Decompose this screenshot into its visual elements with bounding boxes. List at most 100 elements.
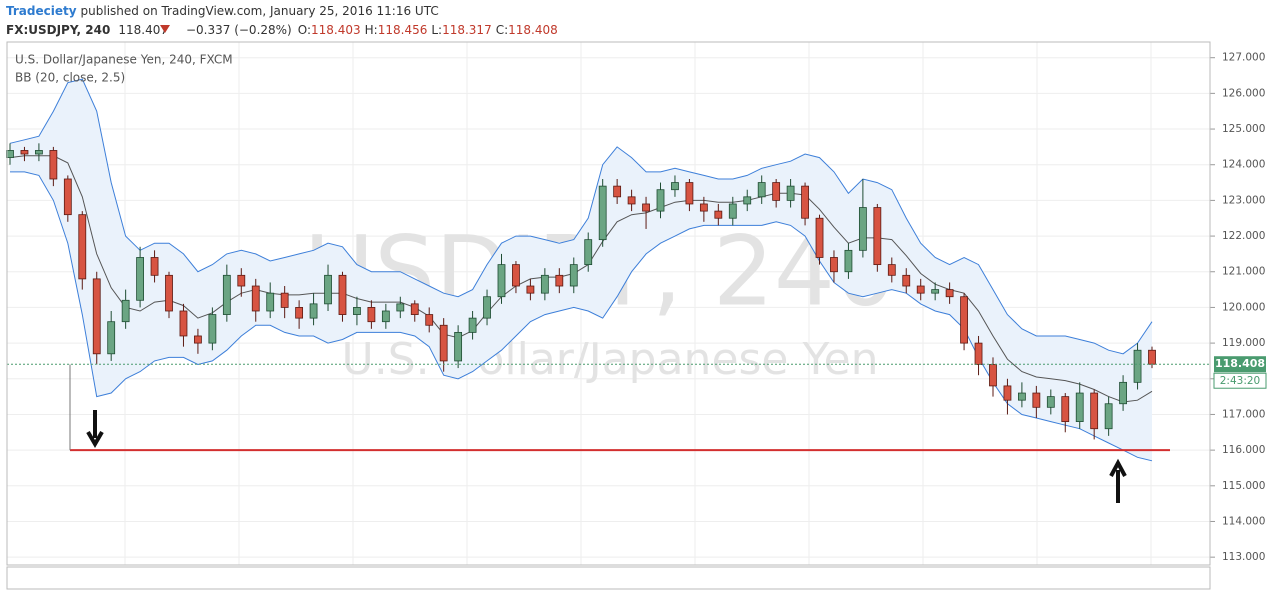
candle-body xyxy=(396,303,405,312)
candle-body xyxy=(353,307,361,315)
candle-body xyxy=(1046,396,1055,408)
arrow-up xyxy=(1109,458,1127,503)
candle-body xyxy=(165,274,173,312)
close-label: C: xyxy=(496,23,508,37)
candle-body xyxy=(569,264,578,287)
candle-body xyxy=(425,314,434,326)
candle-body xyxy=(121,299,130,323)
candle-body xyxy=(483,296,491,319)
published: published on TradingView.com, January 25… xyxy=(81,4,439,18)
candle-body xyxy=(815,217,824,258)
candle-body xyxy=(960,296,968,344)
countdown-box xyxy=(1213,372,1267,389)
publish-line: Tradeciety published on TradingView.com, … xyxy=(6,4,439,18)
candle-body xyxy=(627,196,636,205)
candle-body xyxy=(179,310,188,337)
candle-body xyxy=(902,274,911,287)
legend-indicator: BB (20, close, 2.5) xyxy=(15,71,125,85)
candle-body xyxy=(743,196,752,205)
y-tick-label: 114.000 xyxy=(1222,515,1265,527)
candle-body xyxy=(78,214,87,280)
candle-body xyxy=(685,182,694,205)
candle-body xyxy=(35,150,43,155)
candle-body xyxy=(642,203,650,212)
y-tick-label: 119.000 xyxy=(1222,337,1265,349)
low-label: L: xyxy=(431,23,442,37)
candle-body xyxy=(1090,392,1099,430)
candle-body xyxy=(1148,349,1156,365)
y-tick-label: 113.000 xyxy=(1222,551,1265,563)
close: 118.408 xyxy=(508,23,558,37)
candle-body xyxy=(584,239,593,266)
candle-body xyxy=(945,289,954,298)
candle-body xyxy=(222,274,231,315)
candle-body xyxy=(512,264,520,287)
y-tick-label: 120.000 xyxy=(1222,301,1265,313)
candle-body xyxy=(858,207,867,251)
candle-body xyxy=(410,303,419,315)
candle-body xyxy=(381,310,390,323)
candle-body xyxy=(598,185,607,241)
y-tick-label: 122.000 xyxy=(1222,230,1265,242)
candle-body xyxy=(251,285,260,312)
candle-body xyxy=(656,189,665,212)
candle-body xyxy=(136,257,145,301)
last-price-box xyxy=(1214,356,1266,373)
candle-body xyxy=(295,307,304,319)
candle-body xyxy=(699,203,708,212)
candle-body xyxy=(194,335,202,344)
y-tick-label: 124.000 xyxy=(1222,159,1265,171)
candle-body xyxy=(150,257,159,276)
last-price-label: 118.408 xyxy=(1215,357,1265,370)
candle-body xyxy=(786,185,795,201)
high-label: H: xyxy=(365,23,378,37)
candle-body xyxy=(237,274,246,287)
y-tick-label: 121.000 xyxy=(1222,266,1265,278)
band-fill xyxy=(10,79,1152,461)
candle-body xyxy=(338,274,347,315)
candle-body xyxy=(1133,349,1142,383)
legend-symbol: U.S. Dollar/Japanese Yen, 240, FXCM xyxy=(15,53,233,67)
y-tick-label: 127.000 xyxy=(1222,52,1265,64)
quote-line: FX:USDJPY, 240 118.407 −0.337 (−0.28%) O:11… xyxy=(6,23,558,37)
y-tick-label: 125.000 xyxy=(1222,123,1265,135)
candle-body xyxy=(324,274,332,305)
candle-body xyxy=(63,178,72,216)
candle-body xyxy=(540,274,549,294)
author[interactable]: Tradeciety xyxy=(6,4,77,18)
time-axis xyxy=(6,566,1211,590)
plot-border xyxy=(6,41,1211,566)
candle-body xyxy=(468,317,477,333)
candle-body xyxy=(439,324,448,362)
y-tick-label: 116.000 xyxy=(1222,444,1265,456)
candle-body xyxy=(1032,392,1041,408)
candle-body xyxy=(989,364,997,387)
y-tick-label: 115.000 xyxy=(1222,480,1265,492)
band-middle xyxy=(9,155,1153,403)
candle-body xyxy=(844,249,853,273)
candle-body xyxy=(1104,403,1113,430)
candle-body xyxy=(974,342,983,365)
candle-body xyxy=(49,150,58,180)
symbol: FX:USDJPY, 240 xyxy=(6,23,110,37)
candle-body xyxy=(801,185,809,219)
candle-body xyxy=(887,264,896,276)
candle-body xyxy=(6,150,14,158)
down-arrow-icon xyxy=(160,25,170,33)
y-tick-label: 117.000 xyxy=(1222,408,1265,420)
candle-body xyxy=(830,257,838,273)
candle-body xyxy=(309,303,318,319)
band-upper xyxy=(9,78,1153,355)
candle-body xyxy=(555,274,564,287)
candle-body xyxy=(873,207,882,266)
candle-body xyxy=(526,285,535,294)
y-tick-label: 123.000 xyxy=(1222,194,1265,206)
arrow-down xyxy=(86,410,104,448)
candle-body xyxy=(1119,381,1127,405)
candle-body xyxy=(772,182,781,201)
candle-body xyxy=(714,210,723,219)
y-tick-label: 126.000 xyxy=(1222,87,1265,99)
open-label: O: xyxy=(298,23,311,37)
candle-body xyxy=(1003,385,1012,401)
